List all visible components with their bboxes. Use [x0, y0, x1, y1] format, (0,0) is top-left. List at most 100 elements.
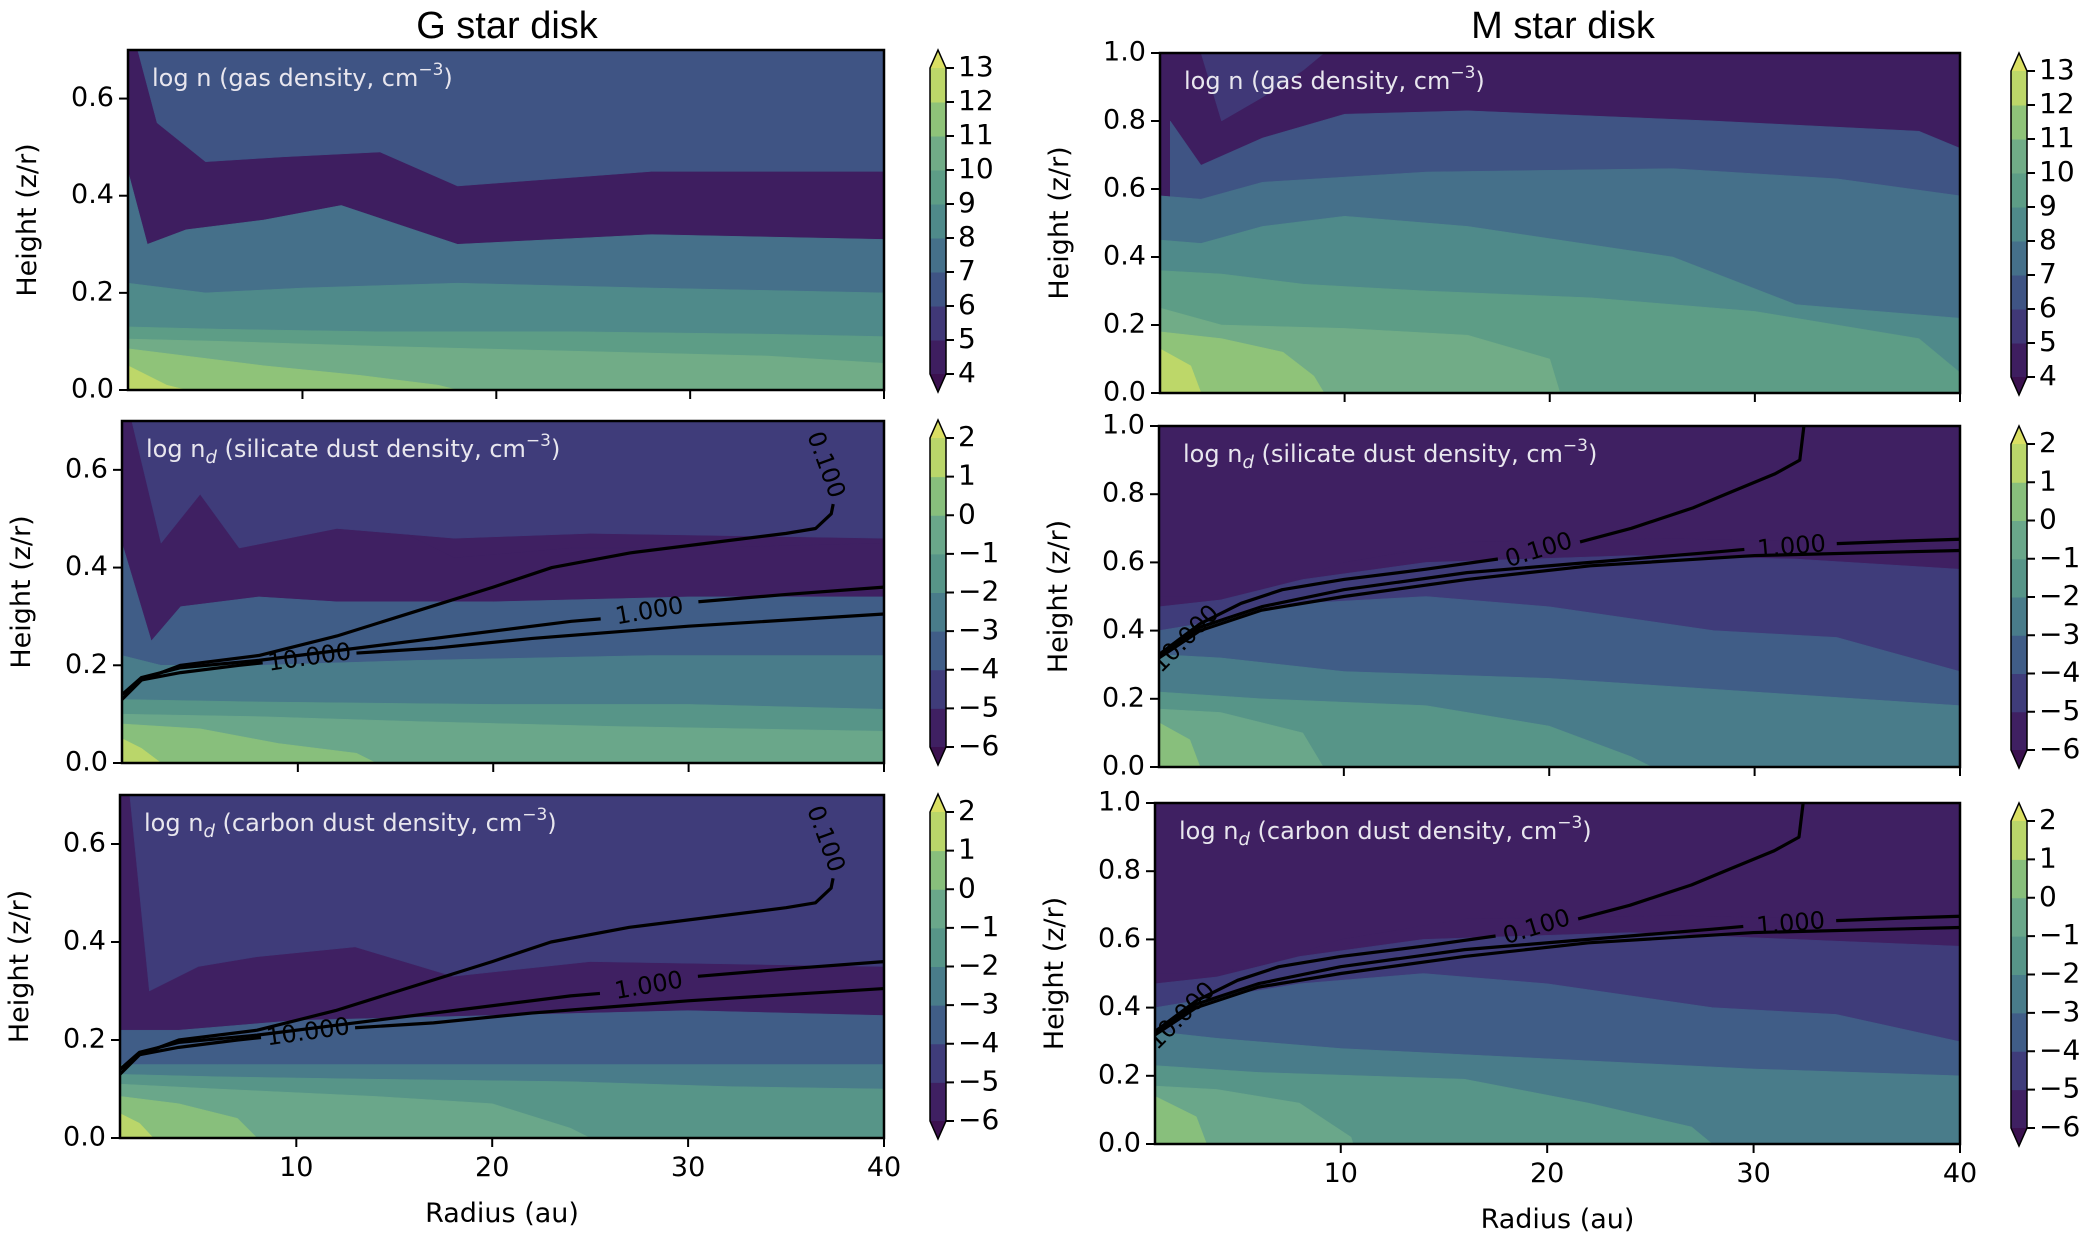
colorbar-segment [2011, 635, 2027, 674]
contour-segment [1155, 934, 1496, 1033]
colorbar-segment [930, 927, 946, 967]
x-tick-label: 20 [1530, 1158, 1564, 1189]
colorbar-segment [930, 889, 946, 929]
colorbar-tick-label: 6 [2039, 291, 2057, 324]
colorbar-tick-label: 7 [958, 254, 976, 287]
axes-frame [126, 48, 886, 392]
contour-segment [356, 612, 884, 655]
colorbar-extend-max [930, 420, 946, 438]
axes-frame [120, 419, 886, 765]
colorbar-segment [2011, 275, 2027, 310]
colorbar-segment [930, 438, 946, 478]
y-axis-label: Height (z/r) [12, 143, 43, 296]
colorbar-tick-label: −6 [2039, 1110, 2080, 1143]
contour-segment [697, 960, 884, 978]
y-tick-label: 0.4 [71, 179, 114, 210]
colorbar-segment [930, 553, 946, 593]
colorbar-segment [2011, 1012, 2027, 1052]
axes-frame [1153, 801, 1962, 1146]
contour-band-1_5 [122, 738, 162, 763]
contour-segment [122, 503, 835, 701]
colorbar-segment [2011, 482, 2027, 521]
panel-label: log nd (carbon dust density, cm−3) [144, 805, 557, 842]
contour-band-0_5 [1155, 1095, 1207, 1144]
panel-label: log nd (silicate dust density, cm−3) [1183, 436, 1597, 473]
colorbar-tick-label: 10 [958, 152, 994, 185]
colorbar-segment [930, 850, 946, 890]
colorbar-segment [930, 812, 946, 852]
colorbar-tick-label: 13 [958, 50, 994, 83]
colorbar-tick-label: 11 [2039, 121, 2075, 154]
colorbar-tick-label: 0 [2039, 880, 2057, 913]
colorbar-segment [930, 592, 946, 632]
colorbar-tick-label: −4 [2039, 656, 2080, 689]
y-tick-label: 0.8 [1098, 855, 1141, 886]
colorbar-tick-label: 1 [2039, 841, 2057, 874]
colorbar-segment [2011, 71, 2027, 106]
colorbar-segment [930, 136, 946, 171]
colorbar-extend-max [2011, 426, 2027, 444]
contour-fill-area [1160, 53, 1960, 393]
panel-m-gas: log n (gas density, cm−3) 0.0 0.2 0.4 0.6 0.8… [1044, 37, 2075, 408]
y-axis-label: Height (z/r) [1039, 897, 1070, 1050]
colorbar-tick-label: 1 [958, 833, 976, 866]
column-title-g-star: G star disk [416, 5, 599, 47]
colorbar-segment [2011, 139, 2027, 174]
colorbar-extend-min [2011, 750, 2027, 768]
panel-label: log n (gas density, cm−3) [1184, 63, 1485, 95]
colorbar: −6 −5 −4 −3 −2 −1 0 1 2 [929, 418, 999, 767]
y-tick-label: 1.0 [1103, 37, 1146, 68]
colorbar-tick-label: 10 [2039, 155, 2075, 188]
x-tick-label: 10 [1324, 1158, 1358, 1189]
colorbar-extend-min [2011, 377, 2027, 395]
colorbar-tick-label: −4 [2039, 1033, 2080, 1066]
x-tick-label: 30 [1736, 1158, 1770, 1189]
colorbar-tick-label: −2 [958, 575, 999, 608]
y-tick-label: 0.4 [1098, 991, 1141, 1022]
colorbar-segment [2011, 859, 2027, 899]
contour-band-0_5 [122, 723, 377, 763]
colorbar-tick-label: −5 [2039, 694, 2080, 727]
colorbar-extend-min [930, 747, 946, 765]
y-tick-label: 0.2 [1098, 1059, 1141, 1090]
colorbar-tick-label: 8 [2039, 223, 2057, 256]
colorbar-tick-label: −2 [2039, 579, 2080, 612]
y-tick-label: 0.0 [71, 374, 114, 405]
y-tick-label: 0.2 [65, 649, 108, 680]
y-tick-label: 0.6 [1098, 923, 1141, 954]
colorbar-tick-label: 12 [2039, 87, 2075, 120]
contour-segment [122, 617, 601, 696]
colorbar-tick-label: −5 [958, 690, 999, 723]
x-tick-label: 10 [279, 1152, 313, 1183]
contour-segment [1155, 925, 1960, 1037]
contour-band-11_5 [1160, 331, 1325, 393]
colorbar-segment [930, 515, 946, 555]
y-tick-label: 0.0 [1102, 751, 1145, 782]
contour-label: 1.000 [1756, 529, 1827, 563]
y-tick-label: 0.6 [1103, 173, 1146, 204]
colorbar-segment [930, 631, 946, 671]
colorbar-tick-label: 6 [958, 288, 976, 321]
contour-band-neg0_5 [1159, 708, 1324, 767]
y-axis-label: Height (z/r) [1043, 520, 1074, 673]
colorbar-segment [2011, 173, 2027, 208]
x-tick-label: 20 [475, 1152, 509, 1183]
contour-segment [1159, 548, 1960, 660]
colorbar-segment [930, 708, 946, 748]
y-tick-label: 0.4 [63, 926, 106, 957]
colorbar-tick-label: −1 [2039, 918, 2080, 951]
colorbar-tick-label: −1 [2039, 541, 2080, 574]
contour-line-1_000: 1.000 [1155, 906, 1960, 1035]
colorbar-segment [2011, 673, 2027, 713]
colorbar-segment [930, 1082, 946, 1122]
y-tick-label: 0.0 [63, 1122, 106, 1153]
colorbar-segment [2011, 974, 2027, 1014]
contour-segment [698, 585, 884, 604]
colorbar-tick-label: 1 [2039, 464, 2057, 497]
colorbar: −6 −5 −4 −3 −2 −1 0 1 2 [929, 792, 999, 1141]
